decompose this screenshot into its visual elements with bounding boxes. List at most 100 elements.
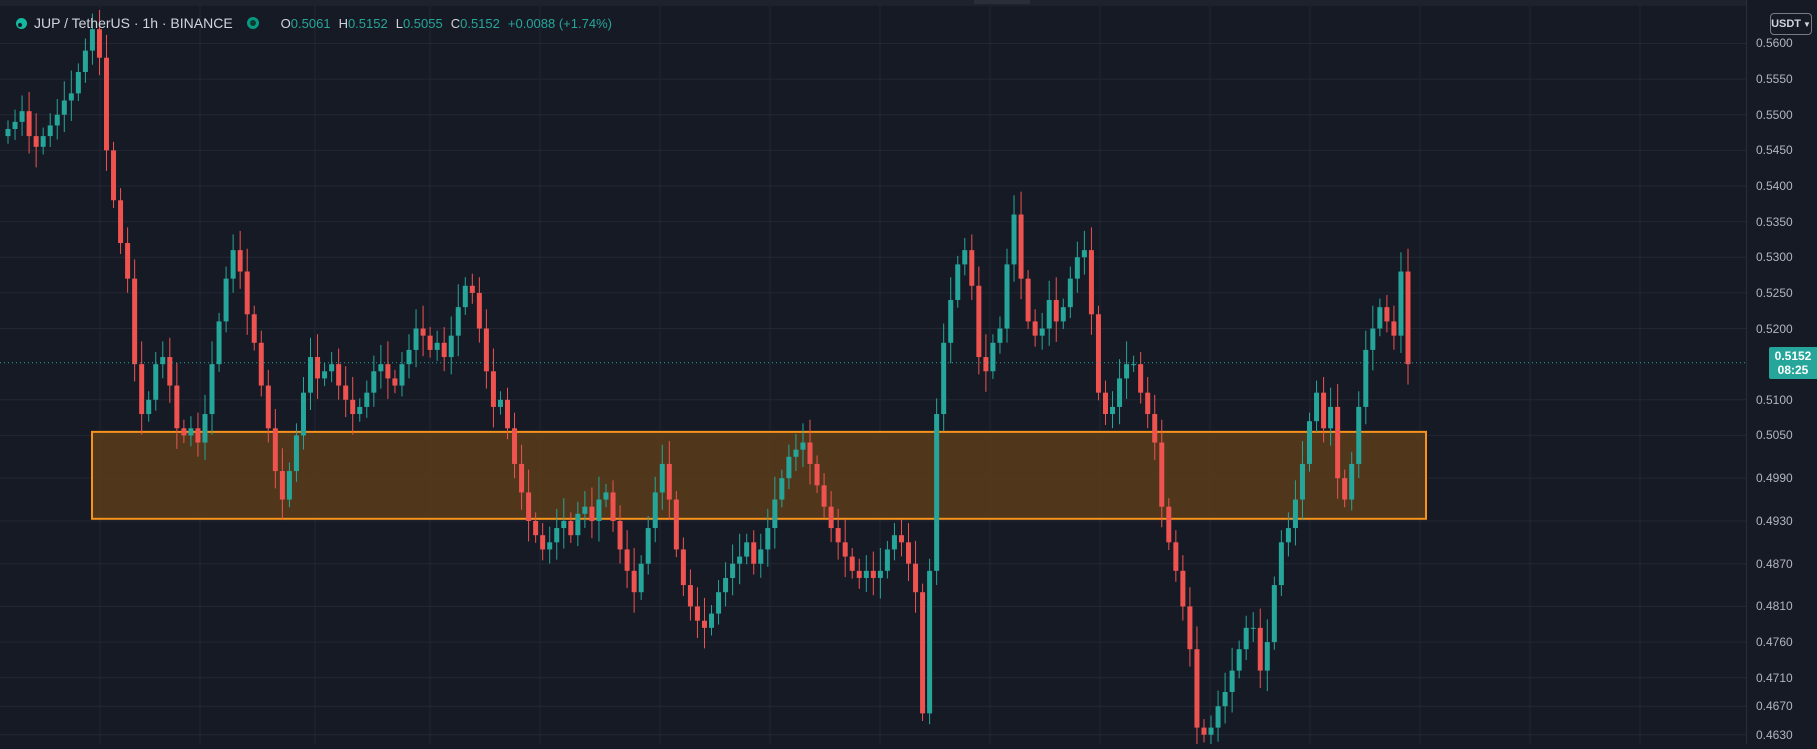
candle-body [821, 485, 827, 507]
candle-body [554, 528, 560, 543]
candle-body [779, 478, 785, 500]
candle-body [631, 570, 637, 593]
candle-body [1159, 442, 1165, 507]
candle-body [709, 613, 715, 628]
candle-body [209, 364, 215, 415]
candle-body [1046, 300, 1052, 329]
candle-body [680, 549, 686, 586]
candle-body [856, 570, 862, 578]
candle-body [96, 29, 102, 58]
candle-body [1081, 250, 1087, 258]
candle-body [1060, 307, 1066, 322]
candle-body [877, 570, 883, 578]
candle-body [659, 463, 665, 493]
last-price-value: 0.5152 [1774, 348, 1812, 363]
candle-body [146, 399, 152, 415]
price-tick-label: 0.4630 [1756, 727, 1793, 742]
candle-body [1039, 328, 1045, 336]
candle-body [765, 528, 771, 550]
candle-body [483, 328, 489, 372]
candle-body [1215, 706, 1221, 728]
candle-body [1124, 364, 1130, 379]
candle-body [1102, 392, 1108, 415]
candle-body [1074, 257, 1080, 279]
candle-body [568, 520, 574, 536]
candle-body [385, 364, 391, 379]
high-value: 0.5152 [347, 15, 388, 31]
candle-body [1314, 392, 1320, 422]
candle-body [1370, 328, 1376, 350]
price-tick-label: 0.4930 [1756, 513, 1793, 528]
candle-body [1145, 392, 1151, 415]
low-value: 0.5055 [402, 15, 443, 31]
candle-body [68, 93, 74, 101]
price-tick-label: 0.5450 [1756, 143, 1793, 158]
candle-body [174, 385, 180, 429]
symbol-logo-icon [14, 16, 28, 30]
candle-body [399, 364, 405, 386]
support-zone [91, 430, 1427, 520]
candle-body [448, 335, 454, 358]
chart-area[interactable] [0, 0, 1746, 749]
candle-body [1110, 406, 1116, 415]
candle-body [1292, 499, 1298, 529]
candle-body [40, 136, 46, 147]
candle-body [976, 285, 982, 358]
candle-body [687, 585, 693, 607]
candle-body [526, 492, 532, 521]
symbol-title[interactable]: JUP / TetherUS · 1h · BINANCE [34, 15, 233, 31]
price-tick-label: 0.5400 [1756, 179, 1793, 193]
candle-body [1349, 463, 1355, 500]
candlestick-chart[interactable] [0, 0, 1746, 749]
candle-body [427, 335, 433, 350]
close-key: C [450, 15, 461, 31]
candle-body [997, 328, 1003, 343]
candle-body [1131, 364, 1137, 366]
candle-body [835, 528, 841, 543]
candle-body [1405, 271, 1411, 365]
candle-body [103, 57, 109, 151]
candle-body [441, 342, 447, 358]
candle-body [645, 528, 651, 564]
candle-body [863, 570, 869, 578]
candle-body [1342, 478, 1348, 500]
candle-body [849, 556, 855, 571]
candle-body [350, 399, 356, 415]
candle-body [89, 29, 95, 51]
candle-body [793, 449, 799, 457]
candle-body [188, 428, 194, 436]
top-notch [974, 0, 1030, 4]
candle-body [47, 125, 53, 137]
candle-body [941, 342, 947, 415]
candle-body [701, 620, 707, 628]
candle-body [730, 563, 736, 578]
candle-body [547, 542, 553, 550]
candle-body [1201, 727, 1207, 735]
candle-body [1299, 463, 1305, 500]
price-tick-label: 0.5550 [1756, 72, 1793, 87]
candle-body [160, 357, 166, 365]
currency-unit-button[interactable]: USDT ▼ [1770, 13, 1812, 35]
candle-body [1138, 364, 1144, 393]
last-price-tag: 0.5152 08:25 [1769, 346, 1817, 379]
candle-body [758, 549, 764, 564]
candle-body [1271, 585, 1277, 643]
candle-body [638, 563, 644, 593]
candle-body [153, 364, 159, 400]
candle-body [1011, 214, 1017, 265]
candle-body [786, 456, 792, 479]
candle-body [504, 399, 510, 429]
candle-body [111, 150, 117, 201]
candle-body [990, 342, 996, 372]
candle-body [258, 342, 264, 386]
candle-body [286, 471, 292, 500]
candle-body [1335, 406, 1341, 479]
candle-body [1222, 691, 1228, 707]
candle-body [955, 264, 961, 301]
candle-body [603, 492, 609, 500]
candle-body [751, 542, 757, 564]
candle-body [906, 542, 912, 564]
candle-body [279, 471, 285, 500]
candle-body [744, 542, 750, 557]
candle-body [540, 535, 546, 550]
